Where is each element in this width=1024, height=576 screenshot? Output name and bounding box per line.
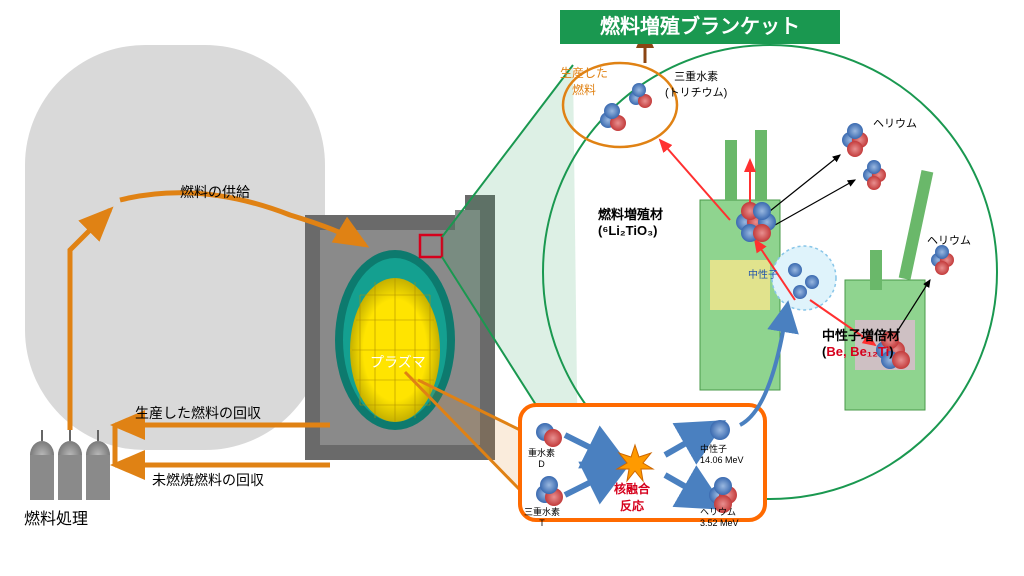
breeder-l2: (⁶Li₂TiO₃) <box>598 223 657 238</box>
multiplier-l1: 中性子増倍材 <box>822 328 900 343</box>
deuterium-label: 重水素 D <box>528 446 555 469</box>
unburned-recovery-label: 未燃焼燃料の回収 <box>152 470 264 490</box>
tritium-sym-label: 三重水素 T <box>524 505 560 528</box>
helium-label-top: ヘリウム <box>873 115 917 131</box>
breeder-l1: 燃料増殖材 <box>598 207 663 222</box>
helium-energy-label: ヘリウム 3.52 MeV <box>700 505 739 528</box>
plasma-label: プラズマ <box>370 352 426 372</box>
fusion-l1: 核融合 <box>614 482 650 496</box>
breeder-material-label: 燃料増殖材 (⁶Li₂TiO₃) <box>598 204 663 238</box>
multiplier-label: 中性子増倍材 (Be, Be₁₂Ti) <box>822 325 900 359</box>
tritium-sym-l2: T <box>539 518 545 528</box>
multiplier-l2-red: Be, Be₁₂Ti <box>826 344 889 359</box>
fuel-processing-label: 燃料処理 <box>24 505 88 529</box>
deuterium-l2: D <box>538 459 545 469</box>
tritium-label: 三重水素 (トリチウム) <box>665 68 727 100</box>
fusion-label: 核融合 反応 <box>614 480 650 514</box>
neutron-energy-label: 中性子 14.06 MeV <box>700 442 744 465</box>
helium-e-l2: 3.52 MeV <box>700 518 739 528</box>
neutron-region-icon <box>772 246 836 310</box>
fusion-l2: 反応 <box>620 499 644 513</box>
produced-fuel-label: 生産した 燃料 <box>560 64 608 98</box>
deuterium-l1: 重水素 <box>528 448 555 458</box>
fuel-supply-label: 燃料の供給 <box>180 182 250 202</box>
neutron-e-l1: 中性子 <box>700 444 727 454</box>
header-bar: 燃料増殖ブランケット <box>560 10 840 44</box>
fuel-tanks-icon <box>30 430 110 500</box>
tritium-sym-l1: 三重水素 <box>524 507 560 517</box>
neutron-e-l2: 14.06 MeV <box>700 455 744 465</box>
helium-label-right: ヘリウム <box>927 232 971 248</box>
neutron-label: 中性子 <box>748 266 778 281</box>
multiplier-l2-post: ) <box>889 344 893 359</box>
helium-e-l1: ヘリウム <box>700 507 736 517</box>
produced-recovery-label: 生産した燃料の回収 <box>135 403 261 423</box>
